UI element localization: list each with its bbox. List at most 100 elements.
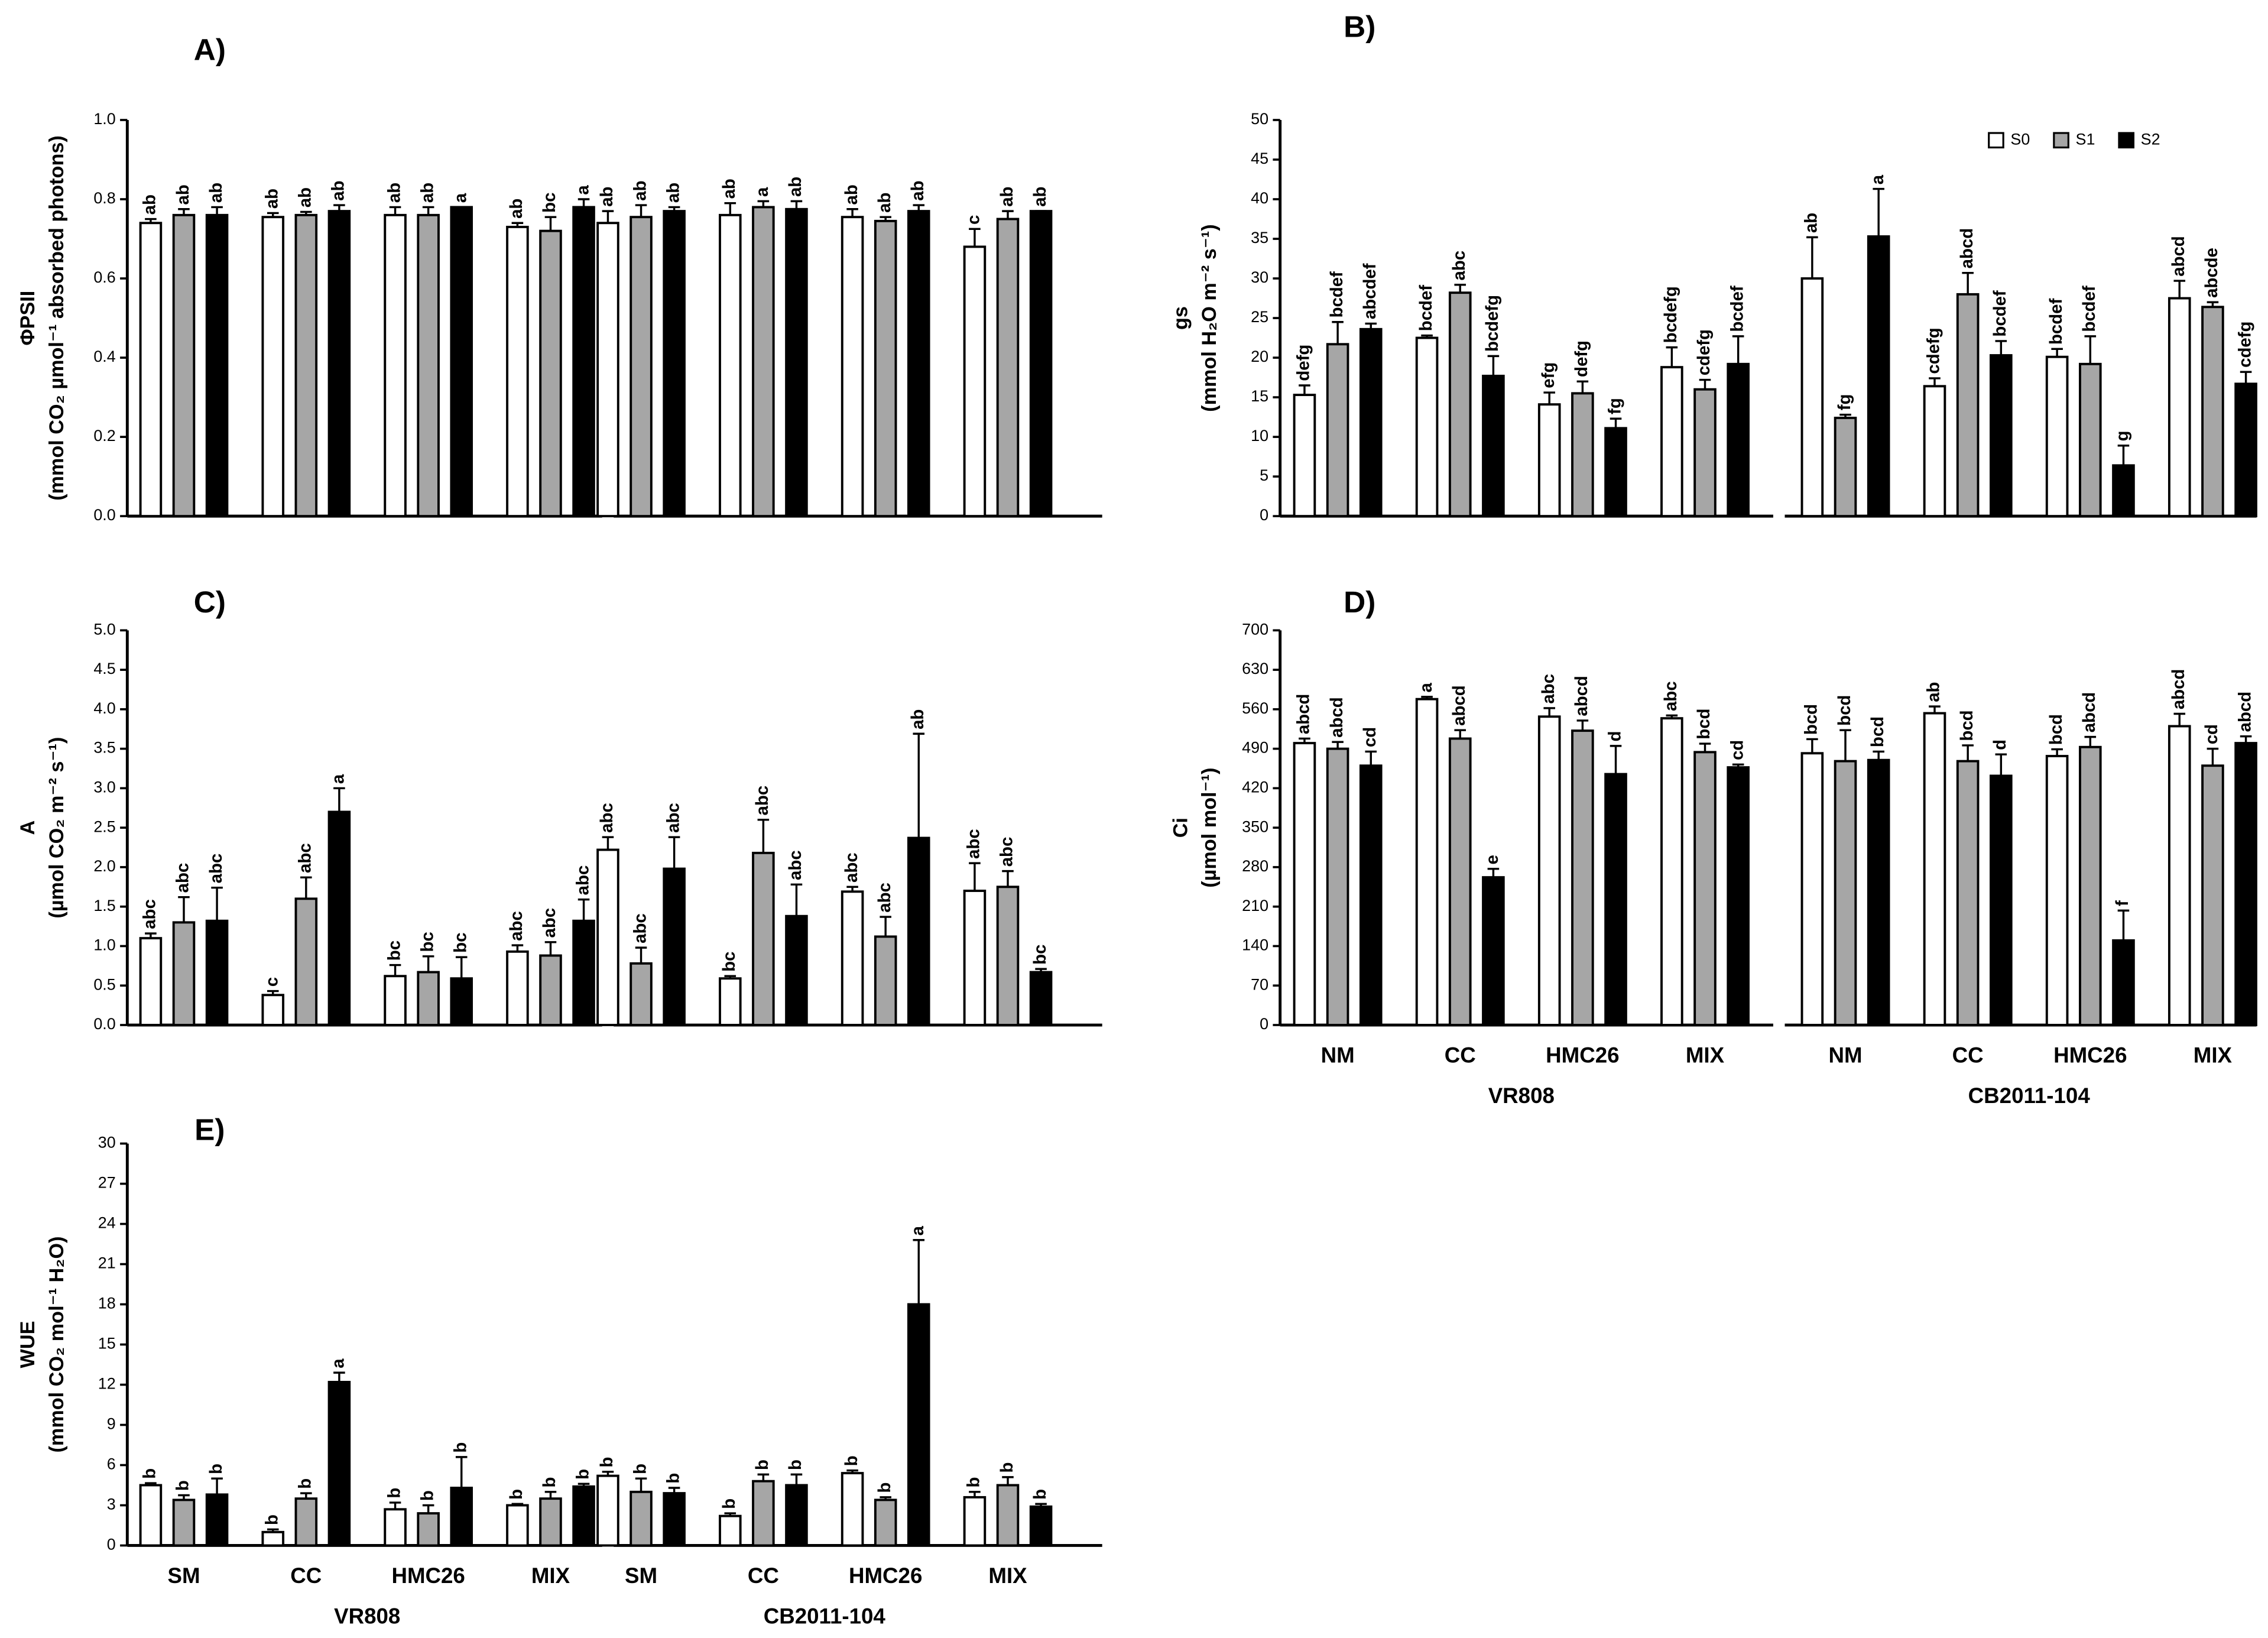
bar [1660,717,1683,1026]
bar [874,219,897,518]
error-bar [422,206,434,215]
bar [596,1474,619,1547]
bar [539,1497,562,1547]
significance-letter: b [206,1464,226,1474]
error-bar [1365,322,1377,329]
significance-letter: abc [786,850,805,880]
error-bar [1962,271,1974,294]
y-tick-label: 0 [1260,506,1268,524]
bar [841,216,864,518]
significance-letter: b [417,1490,437,1501]
significance-letter: ab [384,183,404,203]
error-bar [2173,280,2186,299]
bar [417,1512,440,1547]
significance-letter: b [663,1473,683,1484]
y-tick-label: 27 [98,1174,116,1192]
error-bar [1421,696,1433,699]
error-bar [1002,210,1014,219]
error-bar [1873,187,1884,237]
bar [1693,388,1717,518]
bar [596,848,619,1026]
bar [1867,758,1890,1026]
error-bar [1839,413,1851,418]
significance-letter: b [752,1459,772,1470]
error-bar [511,222,524,227]
significance-letter: ab [842,184,861,205]
error-bar [422,955,434,972]
bar [2234,382,2257,518]
bar [1923,712,1946,1026]
bar [841,890,864,1026]
significance-letter: cdefg [1924,327,1943,374]
significance-letter: c [262,977,281,987]
error-bar [211,886,223,921]
error-bar [1732,335,1744,364]
significance-letter: abcd [2169,669,2188,709]
error-bar [846,208,858,218]
significance-letter: cd [2202,724,2221,744]
significance-letter: cdefg [1694,329,1714,375]
significance-letter: b [262,1514,281,1525]
y-tick-label: 0 [1260,1015,1268,1033]
x-tick-label: CC [290,1564,322,1588]
error-bar [790,1473,803,1485]
significance-letter: abc [540,908,559,938]
significance-letter: bcd [1694,709,1714,739]
significance-letter: cdefg [2235,322,2254,368]
x-tick-label: CC [748,1564,779,1588]
significance-letter: bc [450,933,470,953]
error-bar [389,964,401,977]
x-tick-label: NM [1828,1043,1862,1068]
y-tick-label: 5 [1260,466,1268,484]
bar [1727,766,1750,1026]
y-tick-label: 4.5 [93,660,115,677]
bar [719,1514,742,1547]
significance-letter: c [964,215,984,225]
bar [1834,416,1857,518]
bar [2078,745,2102,1026]
error-bar [846,1469,858,1474]
error-bar [1929,705,1941,713]
y-tick-label: 10 [1251,427,1268,445]
x-tick-label: MIX [988,1564,1027,1588]
bar [261,1530,285,1547]
error-bar [790,200,803,209]
x-tick-label: MIX [1686,1043,1725,1068]
error-bar [602,1471,614,1476]
significance-letter: abc [997,837,1017,867]
bar [172,921,196,1026]
y-tick-label: 15 [98,1335,116,1352]
bar [417,213,440,518]
bar [539,229,562,518]
error-bar [455,1456,468,1488]
panel-title: B) [1344,9,1375,43]
group-label: VR808 [334,1604,400,1628]
significance-letter: bcd [1802,704,1821,735]
error-bar [757,819,770,853]
y-tick-label: 0.4 [93,348,115,365]
bar [1867,235,1890,518]
significance-letter: abc [1539,674,1558,704]
bar [1800,277,1824,518]
x-tick-label: HMC26 [391,1564,465,1588]
error-bar [333,1371,345,1382]
bar [2201,764,2224,1026]
bar [294,1497,318,1547]
error-bar [455,956,468,979]
error-bar [1002,870,1014,887]
significance-letter: abcd [1957,228,1977,268]
error-bar [211,1477,223,1495]
error-bar [969,862,981,891]
significance-letter: bc [384,940,404,961]
bar [1029,210,1053,518]
error-bar [1666,346,1678,368]
y-tick-label: 140 [1242,936,1268,954]
bar [752,851,775,1026]
significance-letter: ab [875,193,894,213]
error-bar [1035,1503,1047,1507]
y-tick-label: 350 [1242,818,1268,835]
error-bar [724,1512,736,1516]
error-bar [1732,763,1744,768]
y-axis-label: (µmol mol⁻¹) [1198,768,1221,888]
significance-letter: a [450,193,470,203]
